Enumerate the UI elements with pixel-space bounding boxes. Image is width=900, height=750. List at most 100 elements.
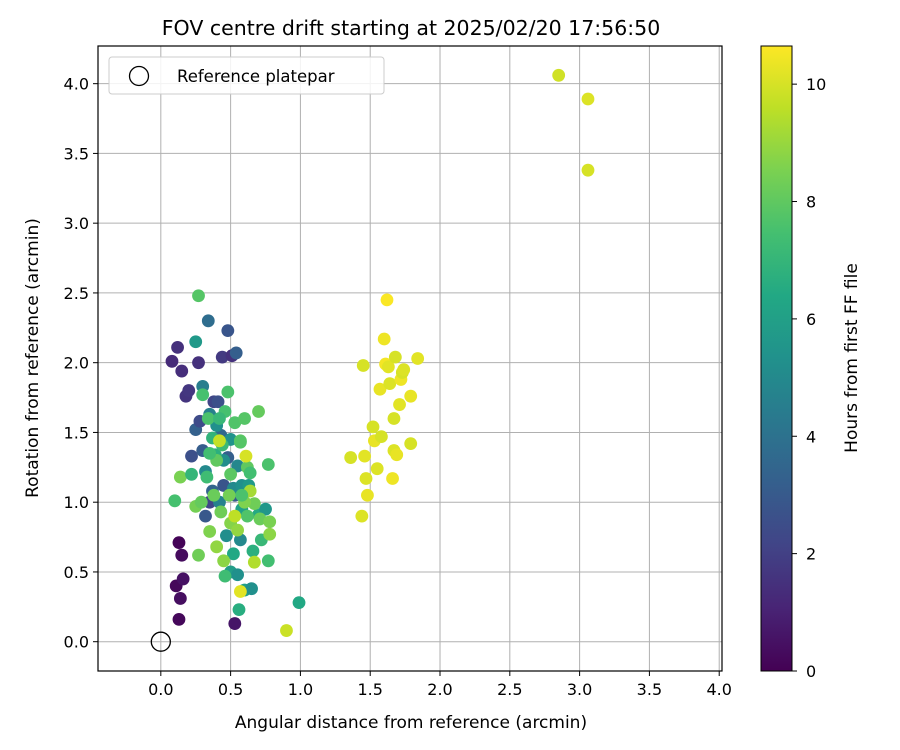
- scatter-point: [358, 449, 372, 463]
- scatter-point: [263, 527, 277, 541]
- scatter-point: [246, 544, 260, 558]
- y-axis-label: Rotation from reference (arcmin): [23, 218, 43, 498]
- y-tick-label: 2.5: [64, 284, 89, 303]
- scatter-point: [581, 163, 595, 177]
- scatter-point: [217, 554, 231, 568]
- x-tick-label: 2.0: [427, 680, 452, 699]
- x-tick-label: 3.5: [637, 680, 662, 699]
- scatter-point: [232, 603, 246, 617]
- scatter-point: [227, 547, 240, 561]
- scatter-point: [581, 92, 595, 106]
- scatter-point: [201, 412, 215, 425]
- scatter-point: [218, 569, 232, 583]
- chart-title: FOV centre drift starting at 2025/02/20 …: [162, 16, 661, 40]
- scatter-point: [182, 384, 196, 397]
- reference-point: [150, 631, 171, 652]
- scatter-point: [373, 382, 387, 396]
- scatter-point: [210, 540, 224, 554]
- scatter-point: [377, 332, 391, 346]
- scatter-point: [361, 488, 374, 502]
- scatter-point: [165, 354, 179, 368]
- scatter-point: [217, 479, 231, 492]
- legend: Reference platepar: [108, 56, 385, 95]
- scatter-point: [228, 416, 242, 430]
- scatter-point: [552, 68, 566, 82]
- data-points: [165, 68, 595, 637]
- scatter-point: [192, 356, 205, 370]
- legend-marker: [128, 65, 150, 87]
- scatter-point: [213, 434, 226, 448]
- scatter-point: [231, 523, 244, 537]
- scatter-point: [185, 467, 198, 481]
- scatter-point: [280, 624, 293, 637]
- scatter-point: [359, 472, 373, 485]
- scatter-point: [215, 350, 229, 364]
- scatter-point: [200, 470, 214, 484]
- scatter-point: [238, 412, 251, 425]
- scatter-point: [173, 592, 187, 605]
- scatter-point: [228, 509, 242, 523]
- y-axis-ticks: 0.0 0.5 1.0 1.5 2.0 2.5 3.0 3.5 4.0: [64, 75, 98, 652]
- colorbar-tick-label: 6: [806, 310, 816, 329]
- scatter-point: [356, 359, 370, 372]
- scatter-point: [192, 289, 205, 303]
- scatter-point: [383, 377, 397, 391]
- scatter-point: [228, 617, 242, 630]
- colorbar-tick-label: 0: [806, 662, 816, 681]
- x-tick-label: 2.5: [497, 680, 522, 699]
- x-tick-label: 0.0: [148, 680, 173, 699]
- scatter-point: [168, 494, 182, 508]
- scatter-point: [259, 502, 272, 516]
- scatter-point: [292, 596, 306, 610]
- x-axis-ticks: 0.0 0.5 1.0 1.5 2.0 2.5 3.0 3.5 4.0: [148, 671, 732, 699]
- scatter-point: [247, 555, 261, 569]
- scatter-point: [221, 324, 235, 337]
- scatter-point: [203, 525, 217, 538]
- scatter-point: [393, 398, 406, 411]
- scatter-point: [381, 360, 395, 374]
- scatter-point: [404, 389, 418, 403]
- scatter-point: [355, 509, 369, 523]
- scatter-point: [199, 509, 212, 523]
- scatter-point: [245, 582, 258, 596]
- x-axis-label: Angular distance from reference (arcmin): [235, 713, 587, 733]
- scatter-point: [214, 505, 228, 519]
- scatter-point: [390, 448, 404, 462]
- scatter-point: [175, 548, 189, 562]
- y-tick-label: 2.0: [64, 354, 89, 373]
- scatter-point: [185, 449, 198, 463]
- plot-frame: [97, 45, 723, 672]
- scatter-point: [233, 585, 247, 598]
- legend-box: [108, 56, 385, 95]
- scatter-point: [196, 388, 210, 402]
- x-tick-label: 3.0: [567, 680, 592, 699]
- scatter-point: [253, 512, 267, 526]
- reference-marker: [150, 631, 171, 652]
- x-tick-label: 4.0: [706, 680, 731, 699]
- colorbar-tick-label: 2: [806, 545, 816, 564]
- scatter-point: [252, 405, 265, 418]
- scatter-point: [221, 385, 235, 399]
- scatter-point: [411, 352, 425, 365]
- scatter-point: [386, 472, 399, 485]
- scatter-point: [380, 293, 394, 307]
- scatter-point: [194, 495, 208, 509]
- colorbar-tick-label: 8: [806, 193, 816, 212]
- scatter-point: [233, 435, 247, 449]
- colorbar-tick-label: 10: [806, 75, 826, 94]
- scatter-point: [261, 458, 275, 471]
- scatter-point: [231, 568, 244, 582]
- colorbar-ticks: 0 2 4 6 8 10: [792, 75, 826, 681]
- scatter-point: [263, 515, 277, 529]
- scatter-point: [231, 459, 244, 473]
- grid-lines: [98, 46, 722, 671]
- scatter-point: [203, 446, 217, 460]
- colorbar-tick-label: 4: [806, 427, 816, 446]
- y-tick-label: 3.0: [64, 214, 89, 233]
- scatter-point: [189, 335, 203, 349]
- scatter-point: [404, 437, 418, 451]
- y-tick-label: 4.0: [64, 75, 89, 94]
- colorbar-label: Hours from first FF file: [842, 263, 862, 453]
- scatter-point: [235, 488, 249, 502]
- scatter-point: [171, 340, 184, 354]
